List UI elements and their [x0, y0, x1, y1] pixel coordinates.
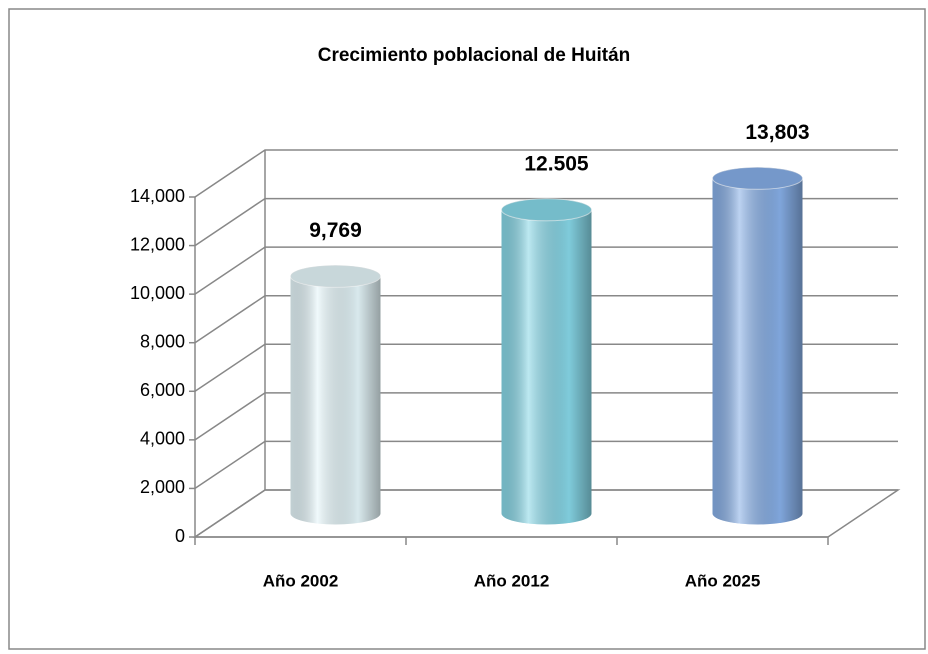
bar-shading [290, 265, 381, 525]
x-tick-label: Año 2002 [263, 571, 339, 590]
value-label: 9,769 [309, 219, 362, 242]
bar-top-shading [712, 167, 803, 190]
grid-line [194, 197, 898, 247]
bar-top [501, 198, 592, 222]
bar-top [712, 166, 803, 190]
value-label: 13,803 [745, 121, 809, 144]
bar-top-shading [290, 265, 381, 288]
y-tick-label: 2,000 [140, 477, 185, 497]
bar-top [290, 264, 381, 288]
x-tick-label: Año 2012 [474, 571, 550, 590]
grid-line [194, 294, 898, 344]
grid-line [194, 489, 898, 538]
value-label: 12.505 [524, 152, 589, 175]
bar-shading [712, 167, 803, 525]
grid-line [194, 392, 898, 441]
y-tick-label: 10,000 [130, 283, 185, 303]
chart-title: Crecimiento poblacional de Huitán [318, 45, 631, 66]
grid-line [194, 246, 898, 295]
x-tick-label: Año 2025 [685, 571, 761, 590]
y-tick-label: 6,000 [140, 380, 185, 400]
y-tick-label: 4,000 [140, 429, 185, 449]
grid-line [194, 343, 898, 392]
y-tick-label: 12,000 [130, 234, 185, 254]
bar-top-shading [501, 198, 592, 221]
y-tick-label: 8,000 [140, 331, 185, 351]
bar-shading [501, 198, 592, 525]
grid-line [194, 149, 898, 198]
grid-line [194, 440, 898, 490]
y-tick-label: 0 [175, 526, 185, 546]
y-tick-label: 14,000 [130, 186, 185, 206]
